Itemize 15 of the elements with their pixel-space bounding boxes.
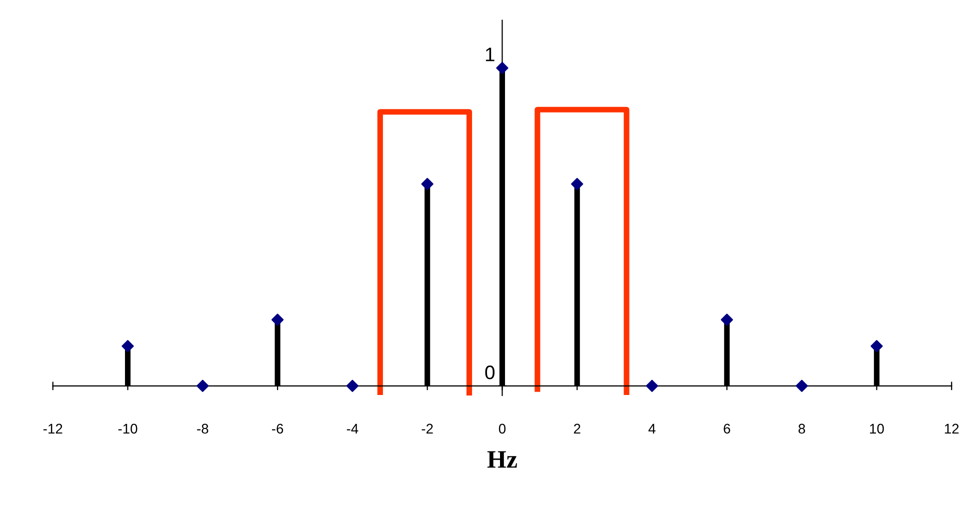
x-tick-label: -2 [422,424,433,434]
x-tick-label: 0 [498,424,506,434]
x-tick-label: -4 [346,424,358,434]
x-tick-label: -8 [197,424,208,434]
x-tick-label: 12 [944,424,959,434]
x-tick-label: 10 [870,424,884,434]
y-tick-label: 1 [486,48,494,62]
x-tick-label: -6 [272,424,284,434]
x-tick-label: -10 [118,424,138,434]
x-axis-title: Hz [487,451,517,468]
x-tick-label: 2 [574,424,580,434]
x-tick-label: -12 [43,424,62,434]
x-tick-label: 8 [798,424,806,434]
x-tick-label: 6 [724,424,730,434]
x-tick-label: 4 [648,424,656,434]
